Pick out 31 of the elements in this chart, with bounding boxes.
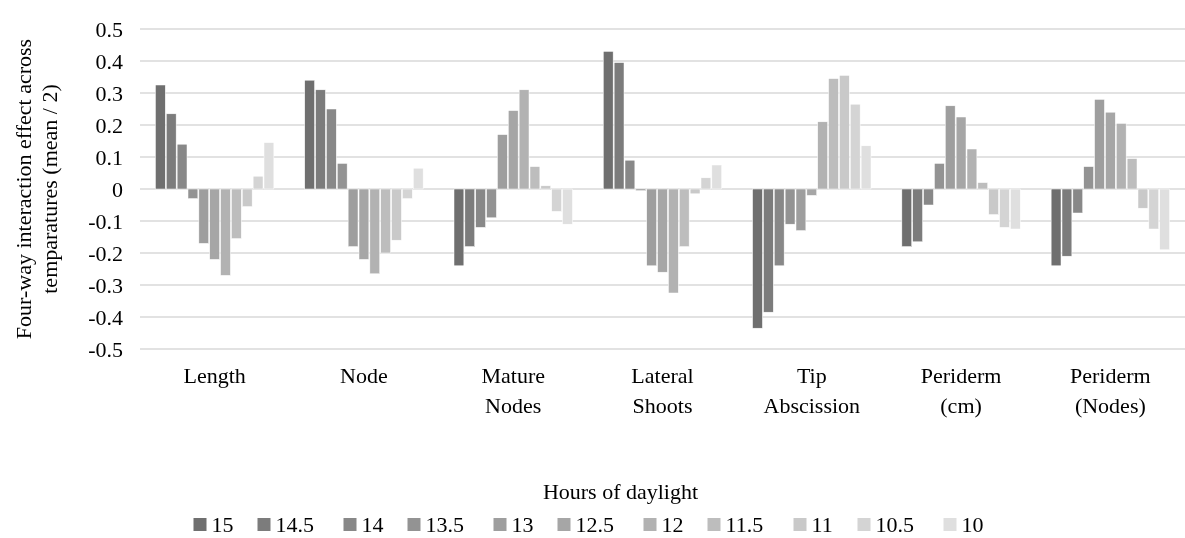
y-tick-label: 0.3 (95, 80, 123, 106)
x-tick-label: Mature Nodes (481, 363, 545, 418)
x-tick-label: Lateral Shoots (631, 363, 694, 418)
y-tick-label: 0.4 (95, 48, 123, 74)
legend-label: 11.5 (725, 512, 764, 537)
legend-label: 12.5 (575, 512, 614, 537)
x-tick-label: Node (340, 363, 388, 388)
y-tick-label: -0.4 (88, 304, 123, 330)
legend-label: 13 (511, 512, 534, 537)
y-tick-label: -0.2 (88, 240, 123, 266)
x-tick-label: Periderm (cm) (920, 363, 1002, 418)
y-tick-label: -0.3 (88, 272, 123, 298)
y-tick-label: -0.1 (88, 208, 123, 234)
legend-label: 11 (811, 512, 833, 537)
legend-label: 15 (211, 512, 234, 537)
y-tick-label: 0.5 (95, 16, 123, 42)
y-tick-label: 0.1 (95, 144, 123, 170)
y-tick-label: 0.2 (95, 112, 123, 138)
y-tick-label: -0.5 (88, 336, 123, 362)
y-tick-label: 0 (112, 176, 123, 202)
legend-label: 10 (961, 512, 984, 537)
legend-label: 10.5 (875, 512, 914, 537)
x-tick-label: Periderm (Nodes) (1070, 363, 1151, 418)
legend-label: 14.5 (275, 512, 314, 537)
y-axis-title: Four-way interaction effect across temparatures (mean / 2) (11, 38, 62, 340)
legend-label: 13.5 (425, 512, 464, 537)
legend-label: 12 (661, 512, 684, 537)
legend-label: 14 (361, 512, 384, 537)
x-tick-label: Length (183, 363, 246, 388)
x-tick-label: Tip Abscission (763, 363, 861, 418)
legend-title: Hours of daylight (542, 479, 699, 504)
